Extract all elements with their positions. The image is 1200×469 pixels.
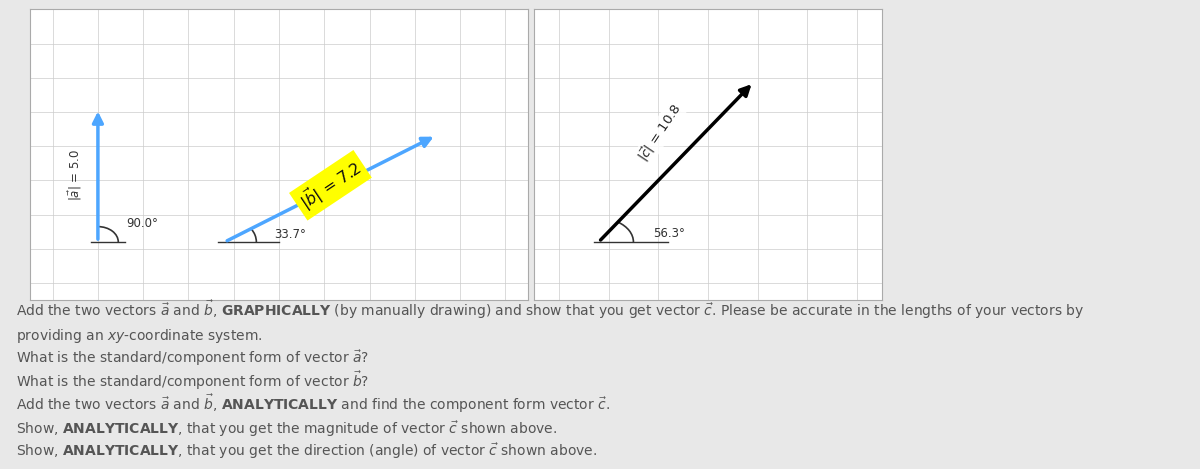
Text: 56.3°: 56.3° [653,227,685,240]
Text: 33.7°: 33.7° [275,228,306,241]
Text: $|\vec{a}|$ = 5.0: $|\vec{a}|$ = 5.0 [67,149,84,201]
Text: 90.0°: 90.0° [126,217,158,230]
Text: Add the two vectors $\vec{a}$ and $\vec{b}$, $\mathbf{GRAPHICALLY}$ (by manually: Add the two vectors $\vec{a}$ and $\vec{… [16,299,1084,321]
Text: Add the two vectors $\vec{a}$ and $\vec{b}$, $\mathbf{ANALYTICALLY}$ and find th: Add the two vectors $\vec{a}$ and $\vec{… [16,393,610,415]
Text: Show, $\mathbf{ANALYTICALLY}$, that you get the magnitude of vector $\vec{c}$ sh: Show, $\mathbf{ANALYTICALLY}$, that you … [16,419,557,439]
Text: What is the standard/component form of vector $\vec{a}$?: What is the standard/component form of v… [16,348,368,368]
Text: What is the standard/component form of vector $\vec{b}$?: What is the standard/component form of v… [16,369,368,392]
Text: providing an $xy$-coordinate system.: providing an $xy$-coordinate system. [16,327,262,345]
Text: $|\vec{b}|$ = 7.2: $|\vec{b}|$ = 7.2 [294,156,366,215]
Text: Show, $\mathbf{ANALYTICALLY}$, that you get the direction (angle) of vector $\ve: Show, $\mathbf{ANALYTICALLY}$, that you … [16,441,596,461]
Text: $|\vec{c}|$ = 10.8: $|\vec{c}|$ = 10.8 [635,100,685,165]
